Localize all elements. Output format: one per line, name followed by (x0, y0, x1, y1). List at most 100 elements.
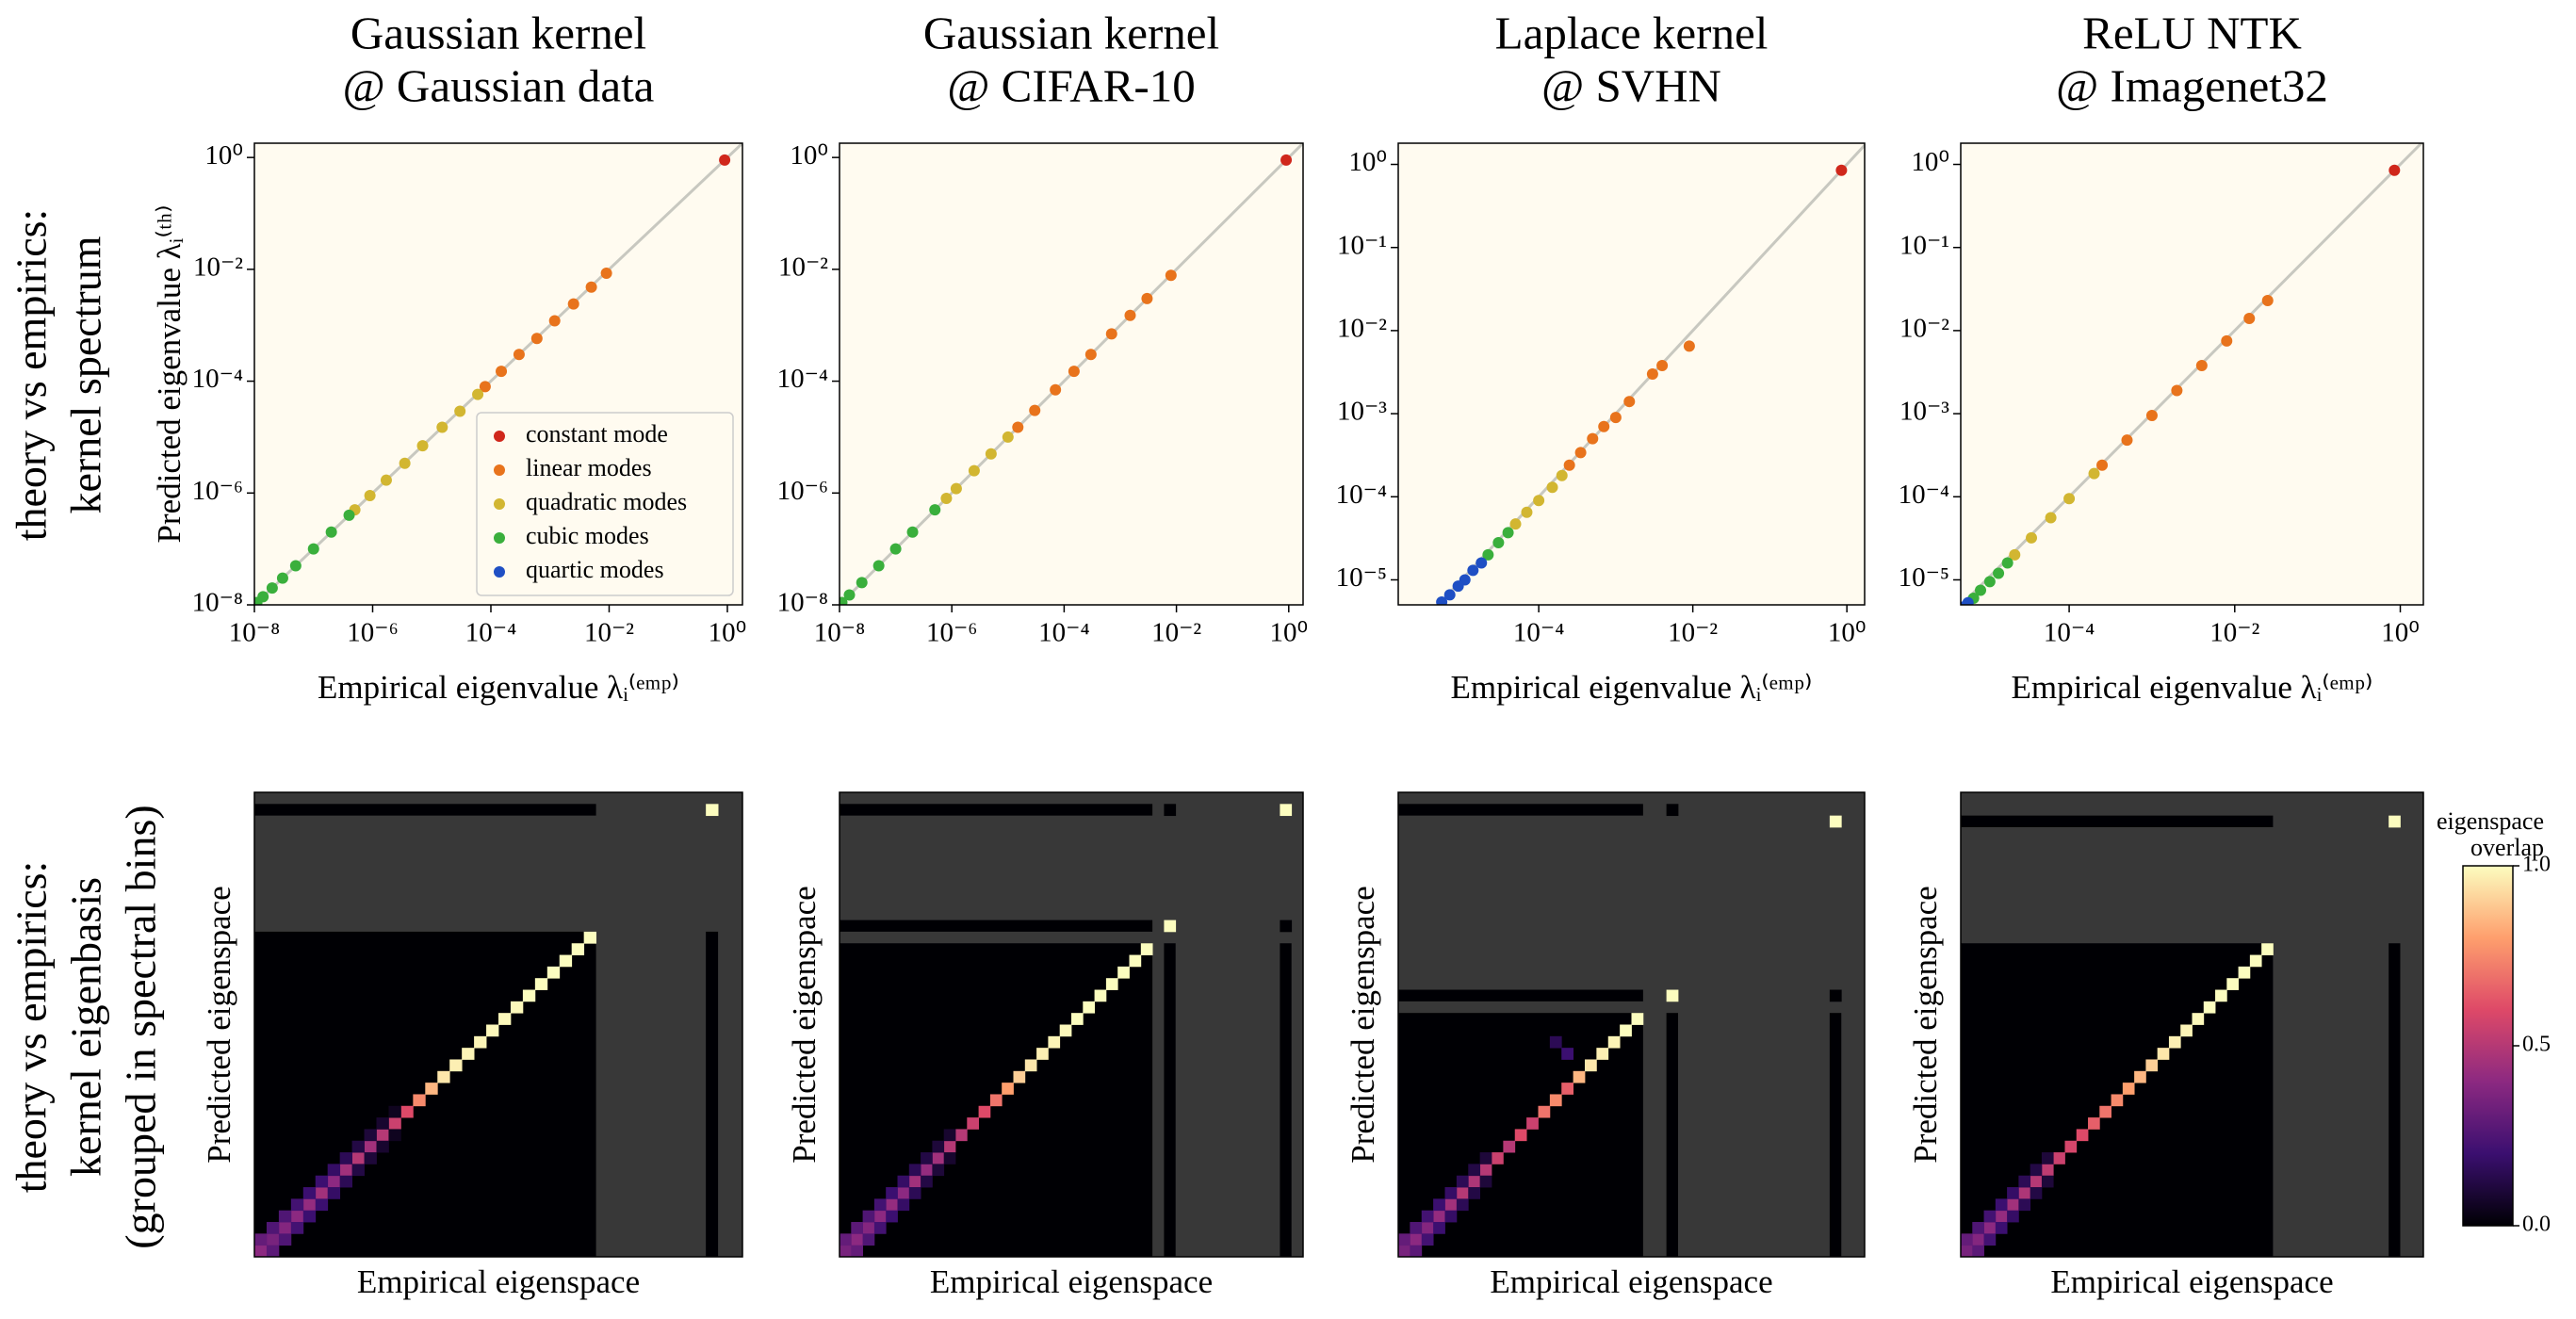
panel-title: Gaussian kernel (351, 7, 646, 58)
row-label: theory vs empirics: (8, 861, 56, 1194)
cell (851, 1245, 863, 1258)
colorbar-tick-label: 0.0 (2522, 1213, 2551, 1237)
x-tick-label: 10⁻⁴ (2044, 618, 2095, 648)
y-tick-label: 10⁻⁸ (777, 588, 828, 618)
cell (290, 1210, 304, 1223)
cell (2018, 1198, 2031, 1212)
cell (897, 1175, 910, 1188)
x-axis-label: Empirical eigenspace (357, 1263, 640, 1300)
panel-title: ReLU NTK (2082, 7, 2302, 58)
cell (2203, 1001, 2216, 1014)
cell (1538, 1105, 1551, 1118)
point (1141, 292, 1153, 304)
cell (1620, 1024, 1632, 1037)
cell (1280, 920, 1293, 933)
y-tick-label: 10⁻⁶ (777, 476, 828, 506)
point (380, 474, 392, 486)
cell (886, 1198, 898, 1212)
legend-label: quadratic modes (526, 488, 687, 515)
plot-frame (1960, 142, 2424, 606)
cell (2007, 1187, 2019, 1199)
cell (315, 1187, 329, 1199)
point (1961, 600, 1971, 605)
cell (1059, 1024, 1072, 1037)
cell (522, 989, 536, 1002)
cell (2157, 1048, 2170, 1060)
cell (1456, 1175, 1469, 1188)
cell (339, 1152, 352, 1164)
cell (1421, 1233, 1434, 1246)
cell (873, 1210, 887, 1223)
cell (1983, 1222, 1997, 1234)
point (1475, 557, 1488, 569)
cell (2030, 1164, 2043, 1177)
y-tick-label: 10⁻² (778, 252, 828, 283)
y-tick-label: 10⁰ (204, 140, 243, 171)
y-tick-label: 10⁻¹ (1899, 230, 1949, 260)
cell (943, 1140, 956, 1153)
cell (1961, 1233, 1973, 1246)
colorbar-label: eigenspace (2437, 807, 2544, 835)
point (1165, 269, 1177, 282)
cell (989, 1094, 1003, 1107)
point (1068, 366, 1080, 378)
cell (1549, 1035, 1562, 1049)
cell (2018, 1187, 2031, 1199)
cell (1444, 1187, 1458, 1199)
y-tick-label: 10⁻² (193, 252, 243, 283)
cell (1117, 966, 1130, 979)
cell (2238, 966, 2251, 979)
plot-area (840, 143, 1303, 605)
cell (840, 1245, 852, 1258)
cell (1972, 1222, 1984, 1234)
cell (908, 1164, 921, 1177)
cell (1410, 1222, 1423, 1234)
point (985, 448, 997, 460)
point (950, 482, 962, 495)
point (2121, 434, 2133, 447)
legend-marker (494, 464, 505, 476)
point (567, 298, 579, 310)
point (719, 154, 731, 166)
cell (266, 1233, 280, 1246)
cell (1468, 1175, 1481, 1188)
cell (400, 1105, 414, 1118)
cell (2145, 1059, 2159, 1072)
block (840, 804, 1153, 816)
x-tick-label: 10⁻⁸ (814, 618, 865, 648)
cell (2030, 1187, 2043, 1199)
cell (1468, 1164, 1481, 1177)
y-tick-label: 10⁻³ (1899, 397, 1949, 427)
cell (1666, 804, 1679, 817)
x-axis-label: Empirical eigenspace (930, 1263, 1213, 1300)
point (1563, 459, 1575, 471)
cell (302, 1210, 317, 1223)
plot-background (1398, 143, 1865, 605)
x-tick-label: 10⁻⁴ (1513, 618, 1564, 648)
plot-frame (1397, 791, 1866, 1258)
cell (1421, 1210, 1434, 1223)
cell (2030, 1175, 2043, 1188)
cell (1829, 815, 1842, 828)
x-tick-label: 10⁰ (1828, 618, 1867, 648)
cell (1549, 1094, 1562, 1107)
point (496, 366, 508, 378)
block (1829, 1013, 1842, 1257)
cell (1002, 1083, 1014, 1095)
cell (254, 1233, 268, 1246)
point (416, 440, 429, 452)
cell (2111, 1094, 2124, 1107)
point (513, 349, 525, 361)
point (1467, 564, 1479, 577)
point (889, 543, 902, 555)
point (1598, 420, 1610, 432)
point (840, 596, 848, 605)
legend-marker (494, 431, 505, 442)
legend-box (476, 412, 734, 596)
colorbar-tick-label: 1.0 (2522, 853, 2551, 877)
cell (266, 1245, 280, 1258)
cell (1456, 1187, 1469, 1199)
block (1280, 943, 1292, 1257)
point (1587, 432, 1599, 445)
point (2001, 557, 2014, 569)
